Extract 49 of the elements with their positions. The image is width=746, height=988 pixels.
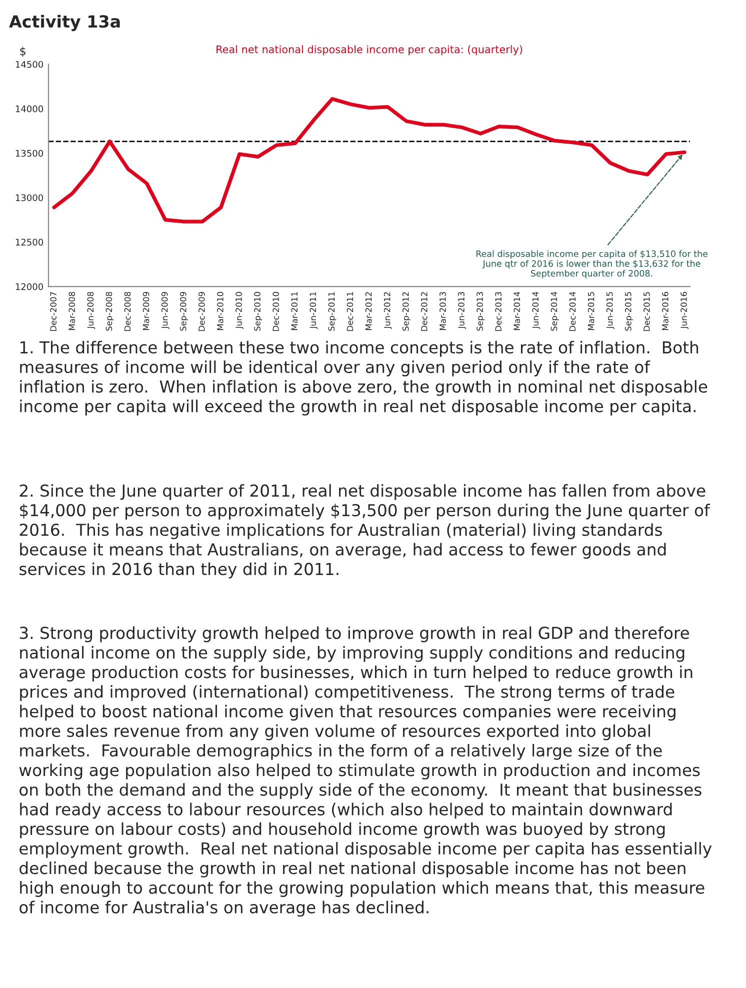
x-tick-label: Sep-2011	[328, 292, 336, 331]
x-tick-label: Mar-2014	[514, 292, 520, 330]
x-tick-label: Sep-2008	[106, 292, 114, 331]
x-tick-label: Dec-2008	[124, 292, 131, 331]
x-tick-label: Mar-2013	[440, 292, 446, 330]
y-tick-label: 14500	[16, 60, 44, 68]
x-tick-label: Jun-2010	[236, 292, 244, 330]
x-tick-label: Mar-2009	[142, 292, 150, 330]
x-tick-label: Dec-2013	[495, 292, 502, 331]
x-tick-label: Mar-2016	[662, 292, 668, 330]
x-tick-label: Dec-2012	[421, 292, 428, 331]
x-tick-label: Mar-2010	[217, 292, 224, 330]
line-series	[52, 97, 686, 224]
text: 3. Strong productivity growth helped to improve growth in real GDP and therefore national income on the supply side, by improving supply conditions and reducing average production costs for businesses, which in turn helped to reduce growth in prices and improved (international) competitiveness. The strong terms of trade helped to boost national income given that resources companies were receiving more sales revenue from any given volume of resources exported into global markets. Favourable demographics in the form of a relatively large size of the working age population also helped to stimulate growth in production and incomes on both the demand and the supply side of the economy. It meant that businesses had ready access to labour resources (which also helped to maintain downward pressure on labour costs) and household income growth was buoyed by strong employment growth. Real net national disposable income per capita has essentially declined because the growth in real net national disposable income has not been high enough to account for the growing population which means that, this measure of income for Australia's on average has declined.	[19, 626, 712, 917]
x-tick-label: Dec-2011	[346, 292, 354, 331]
x-tick-label: Jun-2015	[606, 292, 614, 330]
y-tick-label: 14000	[16, 105, 44, 112]
x-tick-label: Jun-2012	[384, 292, 392, 330]
annotation: Real disposable income per capita of $13,510 for the June qtr of 2016 is lower than the $13,632 for the September quarter of 2008.	[476, 250, 708, 278]
x-tick-label: Dec-2007	[50, 292, 56, 331]
chart-title: Activity 13a	[9, 14, 120, 32]
text: 1. The difference between these two income concepts is the rate of inflation. Both measures of income will be identical over any given period only if the rate of inflation is zero. When inflation is above zero, the growth in nominal net disposable income per capita will exceed the growth in real net disposable income per capita.	[20, 340, 708, 416]
x-tick-label: Mar-2011	[291, 292, 298, 330]
x-tick-label: Jun-2014	[532, 292, 540, 330]
x-tick-label: Dec-2014	[569, 292, 576, 331]
x-tick-label: Mar-2012	[365, 292, 372, 330]
x-tick-label: Sep-2015	[624, 292, 633, 331]
y-tick-label: 12000	[16, 283, 44, 290]
x-tick-label: Mar-2008	[68, 292, 76, 330]
x-tick-label: Sep-2012	[402, 292, 410, 331]
x-tick-label: Dec-2015	[644, 292, 650, 331]
x-tick-label: Jun-2013	[458, 292, 466, 330]
x-tick-label: Sep-2013	[476, 292, 485, 331]
x-tick-label: Jun-2016	[680, 292, 688, 330]
x-tick-label: Sep-2010	[254, 292, 262, 331]
y-tick-label: 13000	[16, 194, 44, 202]
x-tick-label: Jun-2011	[310, 292, 318, 330]
y-axis-title: $	[20, 46, 26, 57]
x-tick-label: Jun-2009	[161, 292, 170, 330]
x-tick-label: Sep-2009	[180, 292, 188, 331]
text: 2. Since the June quarter of 2011, real net disposable income has fallen from above $14,000 per person to approximately $13,500 per person during the June quarter of 2016. This has negative implications for Australian (material) living standards because it means that Australians, on average, had access to fewer goods and services in 2016 than they did in 2011.	[20, 484, 710, 578]
x-tick-label: Dec-2010	[272, 292, 279, 331]
x-tick-label: Sep-2014	[550, 292, 559, 331]
x-tick-label: Jun-2008	[87, 292, 96, 330]
y-tick-label: 12500	[16, 238, 44, 246]
x-tick-label: Dec-2009	[198, 292, 205, 331]
y-tick-label: 13500	[16, 150, 44, 157]
x-tick-label: Mar-2015	[588, 292, 594, 330]
chart-subtitle: Real net national disposable income per capita: (quarterly)	[216, 45, 522, 56]
